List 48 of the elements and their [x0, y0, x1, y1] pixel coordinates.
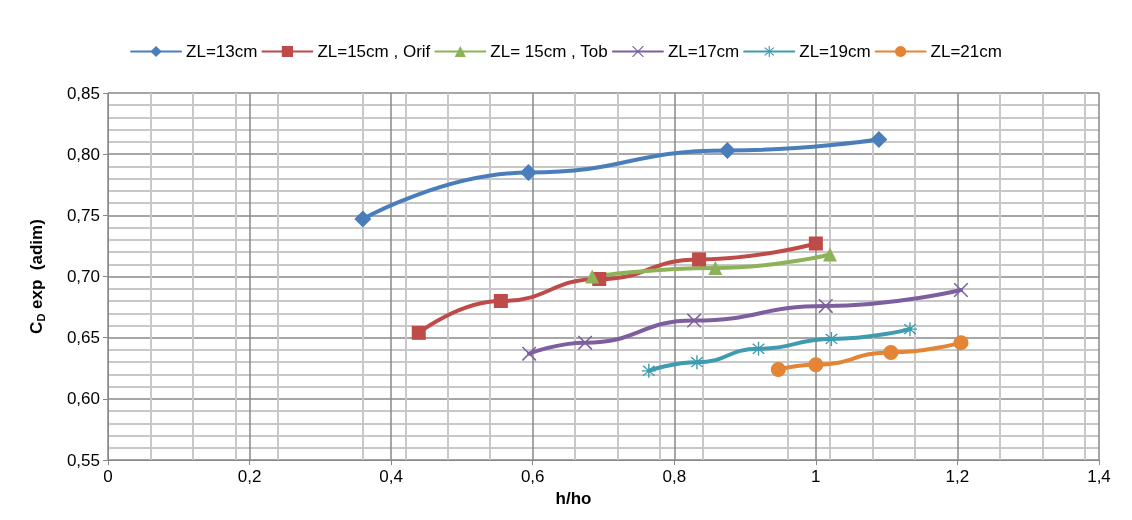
legend-label: ZL=13cm: [186, 42, 258, 61]
x-tick-label: 1: [811, 467, 821, 487]
point: [808, 236, 823, 251]
point: [411, 325, 426, 340]
y-tick-label: 0,60: [66, 389, 100, 409]
y-axis-title: CD exp (adim): [27, 219, 47, 334]
point: [493, 294, 508, 309]
point: [585, 269, 600, 284]
y-tick-label: 0,70: [66, 267, 100, 287]
x-axis-title: h/ho: [555, 489, 592, 508]
point: [751, 341, 766, 356]
x-tick-label: 0,6: [520, 467, 545, 487]
x-tick-label: 0,8: [662, 467, 687, 487]
point: [641, 363, 656, 378]
point: [823, 247, 838, 262]
x-tick-label: 0,4: [379, 467, 403, 487]
x-tick-label: 1,4: [1087, 467, 1111, 487]
point: [870, 131, 888, 148]
point: [824, 331, 839, 346]
x-tick-label: 0: [103, 467, 113, 487]
x-tick-label: 1,2: [945, 467, 970, 487]
y-tick-label: 0,65: [66, 328, 100, 348]
point: [770, 362, 786, 378]
legend-label: ZL=15cm , Orif: [317, 42, 431, 61]
point: [818, 298, 833, 313]
y-tick-label: 0,80: [66, 144, 100, 164]
x-tick-label: 0,2: [237, 467, 262, 487]
point: [687, 313, 702, 328]
point: [718, 142, 736, 160]
legend-label: ZL= 15cm , Tob: [490, 42, 608, 61]
point: [808, 357, 824, 373]
legend-label: ZL=19cm: [799, 42, 871, 61]
y-tick-label: 0,55: [66, 450, 100, 470]
point: [708, 260, 723, 275]
point: [953, 283, 968, 298]
point: [578, 335, 593, 350]
legend-label: ZL=17cm: [667, 42, 740, 61]
point: [883, 344, 899, 360]
point: [522, 346, 537, 361]
y-tick-label: 0,85: [66, 83, 100, 103]
point: [903, 322, 917, 337]
point: [953, 335, 969, 351]
y-tick-label: 0,75: [66, 205, 100, 225]
point: [692, 252, 707, 267]
point: [354, 210, 372, 228]
legend-label: ZL=21cm: [930, 42, 1002, 61]
point: [519, 164, 537, 182]
point: [689, 355, 704, 370]
